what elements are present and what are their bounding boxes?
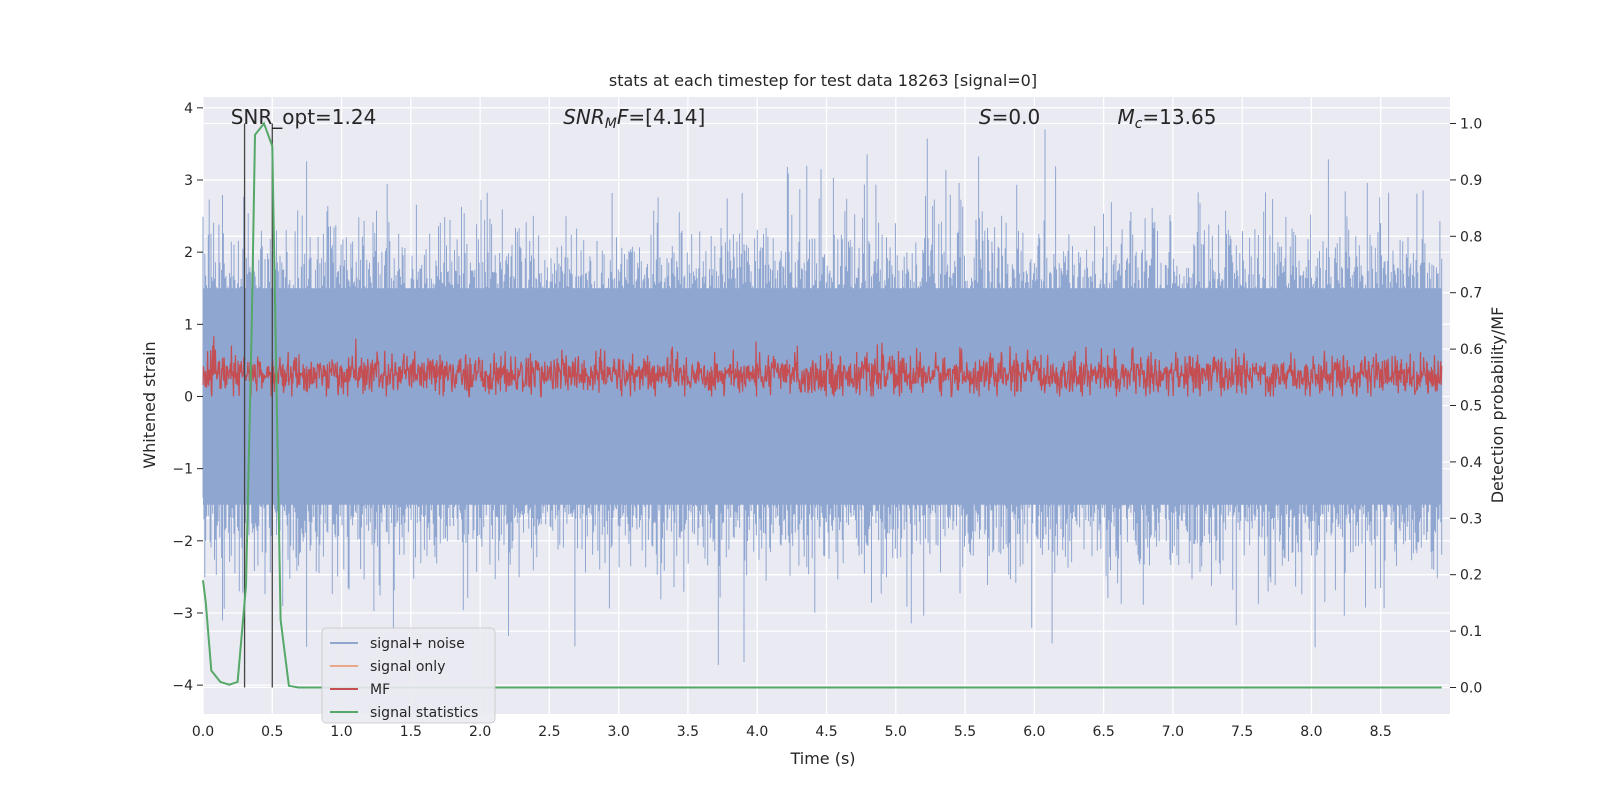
legend-entry: signal only	[370, 659, 445, 675]
x-axis-label: Time (s)	[789, 749, 855, 768]
y-tick-label: 4	[184, 101, 193, 117]
annotation-3: Mc=13.65	[1117, 105, 1216, 132]
x-tick-label: 2.5	[538, 724, 560, 740]
y2-tick-label: 1.0	[1460, 117, 1482, 133]
y-tick-label: 1	[184, 317, 193, 333]
x-axis-ticks: 0.0 0.5 1.0 1.5 2.0 2.5 3.0 3.5 4.0 4.5 5.0 5.5 6.0 6…	[192, 724, 1392, 740]
annotations: SNR_opt=1.24 SNRMF=[4.14] S=0.0 Mc=13.65	[231, 105, 1217, 132]
x-tick-label: 6.5	[1092, 724, 1114, 740]
y2-tick-label: 0.5	[1460, 399, 1482, 415]
x-tick-label: 4.5	[815, 724, 837, 740]
noise-lower-trace	[202, 396, 1443, 665]
annotation-2: S=0.0	[979, 105, 1040, 129]
x-tick-label: 0.0	[192, 724, 214, 740]
annotation-0: SNR_opt=1.24	[231, 105, 377, 129]
y2-tick-label: 0.2	[1460, 568, 1482, 584]
chart-title: stats at each timestep for test data 182…	[609, 71, 1037, 90]
legend-entry: signal+ noise	[370, 636, 465, 652]
y-axis-ticks: −4 −3 −2 −1 0 1 2 3 4	[172, 101, 203, 694]
legend: signal+ noise signal only MF signal statist…	[321, 627, 496, 724]
x-tick-label: 1.5	[400, 724, 422, 740]
series-signal-noise	[202, 129, 1443, 665]
y2-tick-label: 0.1	[1460, 624, 1482, 640]
x-tick-label: 2.0	[469, 724, 491, 740]
y2-axis-label: Detection probability/MF	[1488, 307, 1507, 504]
x-tick-label: 6.0	[1023, 724, 1045, 740]
y2-tick-label: 0.4	[1460, 455, 1482, 471]
x-tick-label: 3.5	[677, 724, 699, 740]
y-tick-label: 3	[184, 173, 193, 189]
legend-entry: signal statistics	[370, 705, 478, 721]
y2-axis-ticks: 0.0 0.1 0.2 0.3 0.4 0.5 0.6 0.7 0.8 0.9 1.0	[1450, 117, 1482, 696]
y-tick-label: 0	[184, 389, 193, 405]
x-tick-label: 3.0	[608, 724, 630, 740]
x-tick-label: 4.0	[746, 724, 768, 740]
legend-entry: MF	[370, 682, 390, 698]
y2-tick-label: 0.8	[1460, 229, 1482, 245]
x-tick-label: 5.0	[885, 724, 907, 740]
x-tick-label: 1.0	[330, 724, 352, 740]
y-axis-label: Whitened strain	[140, 341, 159, 468]
y2-tick-label: 0.9	[1460, 173, 1482, 189]
x-tick-label: 5.5	[954, 724, 976, 740]
y-tick-label: −2	[172, 534, 193, 550]
x-tick-label: 8.0	[1300, 724, 1322, 740]
series-signal-statistics	[202, 121, 1442, 689]
series-mf	[202, 336, 1443, 398]
x-tick-label: 7.5	[1231, 724, 1253, 740]
legend-box	[321, 627, 496, 724]
mf-trace	[202, 336, 1443, 398]
y2-tick-label: 0.6	[1460, 342, 1482, 358]
annotation-1: SNRMF=[4.14]	[563, 105, 705, 132]
y2-tick-label: 0.3	[1460, 511, 1482, 527]
y2-tick-label: 0.7	[1460, 286, 1482, 302]
y-tick-label: 2	[184, 245, 193, 261]
signal-statistics-line	[202, 121, 1442, 689]
y-tick-label: −1	[172, 462, 193, 478]
x-tick-label: 8.5	[1370, 724, 1392, 740]
y-tick-label: −4	[172, 678, 193, 694]
noise-upper-trace	[202, 129, 1443, 397]
x-tick-label: 0.5	[261, 724, 283, 740]
y2-tick-label: 0.0	[1460, 680, 1482, 696]
x-tick-label: 7.0	[1162, 724, 1184, 740]
y-tick-label: −3	[172, 606, 193, 622]
